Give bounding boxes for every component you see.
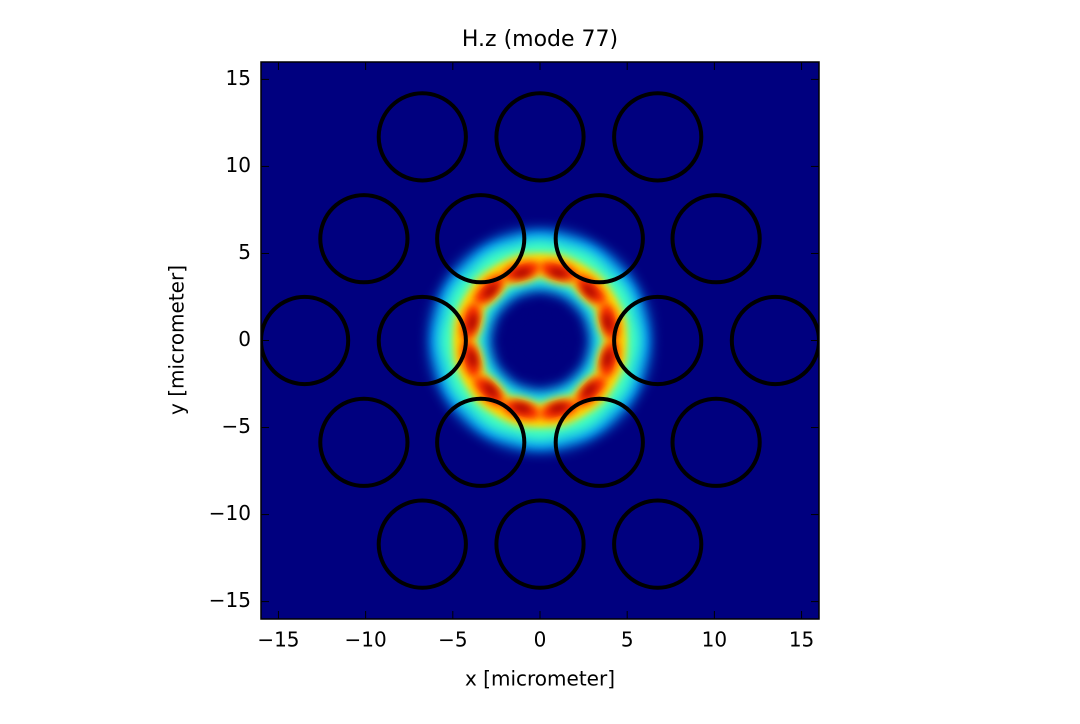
x-tick-label: −15 xyxy=(257,628,299,652)
x-tick-label: 15 xyxy=(789,628,814,652)
field-lobe xyxy=(467,348,478,369)
field-lobe xyxy=(467,312,478,333)
x-tick-label: 5 xyxy=(621,628,634,652)
field-lobe xyxy=(482,283,499,299)
hole-circle xyxy=(261,294,351,387)
hole-circle xyxy=(729,294,819,387)
y-tick-label: 5 xyxy=(238,240,251,264)
y-axis-label: y [micrometer] xyxy=(165,265,189,415)
hole-circle xyxy=(670,396,762,488)
hole-circle xyxy=(318,193,410,285)
hole-circle xyxy=(612,91,704,183)
hole-circle xyxy=(612,498,704,590)
hole-circle xyxy=(376,91,468,183)
hole-circle xyxy=(553,193,645,285)
x-tick-label: −10 xyxy=(345,628,387,652)
hole-circle xyxy=(612,294,704,387)
field-lobe xyxy=(581,283,598,299)
field-core xyxy=(510,310,570,371)
chart-title: H.z (mode 77) xyxy=(462,27,618,52)
hole-circle xyxy=(435,396,527,488)
field-lobe xyxy=(581,382,598,398)
field-lobe xyxy=(512,403,532,413)
y-tick-label: 15 xyxy=(226,66,251,90)
y-tick-label: −5 xyxy=(222,414,251,438)
field-lobe xyxy=(548,268,568,278)
hole-circle xyxy=(494,498,586,590)
y-tick-label: 10 xyxy=(226,153,251,177)
hole-circle xyxy=(376,294,468,387)
x-tick-label: 0 xyxy=(534,628,547,652)
field-lobe xyxy=(482,382,499,398)
hole-circle xyxy=(318,396,410,488)
hole-circle xyxy=(670,193,762,285)
x-tick-label: 10 xyxy=(702,628,727,652)
y-tick-label: 0 xyxy=(238,327,251,351)
field-lobe xyxy=(548,403,568,413)
field-lobe xyxy=(602,312,613,333)
field-lobe xyxy=(602,348,613,369)
x-tick-label: −5 xyxy=(438,628,467,652)
plot-area xyxy=(261,91,819,590)
field-lobe xyxy=(512,268,532,278)
hole-circle xyxy=(494,91,586,183)
hole-circle xyxy=(553,396,645,488)
x-axis-label: x [micrometer] xyxy=(465,667,615,691)
hole-circle xyxy=(435,193,527,285)
y-tick-label: −10 xyxy=(209,501,251,525)
y-tick-label: −15 xyxy=(209,588,251,612)
hole-circle xyxy=(376,498,468,590)
